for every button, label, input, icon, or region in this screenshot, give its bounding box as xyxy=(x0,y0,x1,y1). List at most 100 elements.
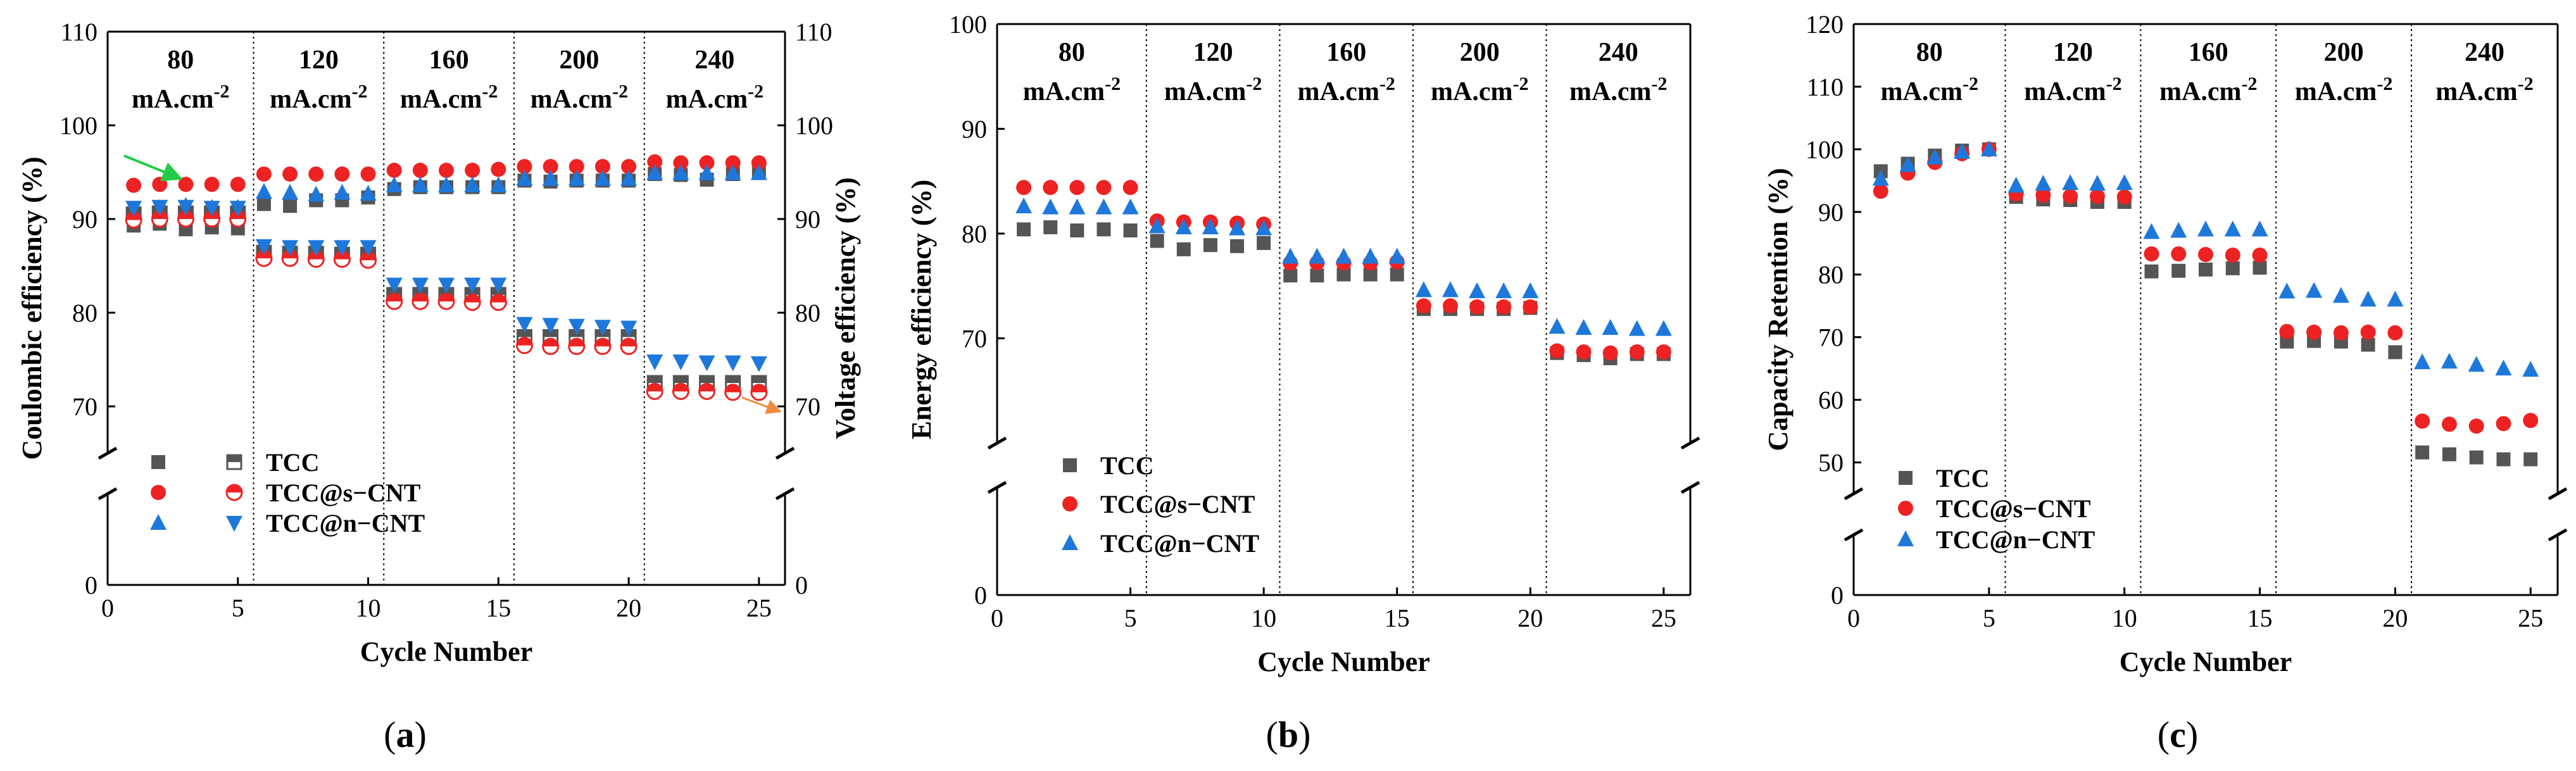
data-point-fill xyxy=(648,376,662,383)
data-point xyxy=(2225,248,2240,263)
data-point xyxy=(2523,413,2539,429)
data-point xyxy=(1363,267,1378,282)
data-point xyxy=(1576,344,1592,360)
panel-label-close: ) xyxy=(415,714,427,755)
data-point-fill xyxy=(725,384,741,392)
data-point xyxy=(594,170,611,186)
data-point xyxy=(1202,218,1219,235)
legend-marker xyxy=(1063,458,1077,472)
y-tick-label: 0 xyxy=(85,571,97,599)
panel-a: 80mA.cm-2120mA.cm-2160mA.cm-2200mA.cm-22… xyxy=(16,18,861,755)
data-point xyxy=(1442,298,1458,314)
rate-unit: mA.cm xyxy=(1431,77,1512,106)
data-point xyxy=(542,318,559,334)
data-point xyxy=(126,177,142,193)
data-point xyxy=(2332,287,2349,303)
data-point-fill xyxy=(412,294,428,302)
data-point xyxy=(724,384,742,401)
rate-unit-superscript: -2 xyxy=(1513,73,1529,94)
data-point xyxy=(439,163,454,179)
data-point xyxy=(2388,345,2403,360)
y-tick-label: 70 xyxy=(1818,323,1844,352)
data-point xyxy=(1043,180,1059,196)
data-point-fill xyxy=(517,330,532,337)
data-point xyxy=(1257,235,1271,250)
rate-unit: mA.cm xyxy=(2024,77,2106,106)
y-tick-label: 0 xyxy=(1831,581,1844,610)
rate-unit-label: mA.cm-2 xyxy=(531,81,628,114)
axis-break-mark xyxy=(2548,528,2568,542)
data-point-fill xyxy=(751,376,766,383)
data-point xyxy=(1282,248,1299,264)
data-point xyxy=(568,170,585,186)
series-coulombic-efficiency-2 xyxy=(125,164,767,218)
data-point-fill xyxy=(751,384,767,392)
series-1 xyxy=(1873,141,2539,434)
data-point xyxy=(438,176,455,192)
data-point xyxy=(1899,156,1916,172)
rate-unit-superscript: -2 xyxy=(1246,73,1262,94)
rate-unit-superscript: -2 xyxy=(352,81,368,102)
y-tick-label: 120 xyxy=(1806,10,1844,39)
x-tick-label: 10 xyxy=(356,594,381,622)
x-axis-title: Cycle Number xyxy=(360,636,533,667)
data-point xyxy=(1309,248,1326,264)
y-tick-label: 50 xyxy=(1818,449,1844,477)
annotation-arrow-left xyxy=(123,154,183,182)
rate-unit-superscript: -2 xyxy=(2242,73,2258,94)
panel-label: (a) xyxy=(384,714,427,755)
data-point xyxy=(360,166,376,182)
legend-label: TCC xyxy=(1100,451,1153,480)
rate-unit-label: mA.cm-2 xyxy=(270,81,367,114)
x-tick-label: 20 xyxy=(2382,604,2408,632)
rate-unit-label: mA.cm-2 xyxy=(666,81,763,114)
rate-unit-label: mA.cm-2 xyxy=(400,81,498,114)
series-0 xyxy=(1873,142,2538,467)
data-point xyxy=(1310,268,1324,283)
data-point xyxy=(2415,445,2430,460)
data-point xyxy=(308,185,325,202)
data-point xyxy=(177,199,194,216)
data-point xyxy=(2359,291,2377,307)
rate-unit: mA.cm xyxy=(270,85,351,114)
rate-unit: mA.cm xyxy=(666,85,748,114)
data-point xyxy=(2144,264,2159,279)
data-point xyxy=(2089,175,2106,191)
rate-unit: mA.cm xyxy=(2159,77,2241,106)
x-axis-title: Cycle Number xyxy=(1257,646,1430,677)
data-point xyxy=(1122,198,1139,215)
rate-unit-superscript: -2 xyxy=(2377,73,2392,94)
x-axis-title: Cycle Number xyxy=(2120,646,2292,677)
legend-marker xyxy=(151,485,166,500)
data-point xyxy=(1390,267,1404,282)
data-point xyxy=(2306,282,2323,298)
data-point xyxy=(620,170,638,186)
data-point-fill xyxy=(674,376,688,383)
rate-unit-label: mA.cm-2 xyxy=(2435,73,2533,106)
rate-unit-label: mA.cm-2 xyxy=(2024,73,2121,106)
rate-unit: mA.cm xyxy=(132,85,213,114)
data-point xyxy=(490,277,507,294)
y-tick-label: 90 xyxy=(1818,198,1844,227)
data-point xyxy=(1496,299,1512,315)
data-point xyxy=(2469,450,2484,465)
plot-frame xyxy=(1844,23,2568,596)
data-point xyxy=(2468,418,2484,434)
data-point xyxy=(1122,180,1138,196)
data-point-fill xyxy=(621,339,637,347)
y-tick-label: 90 xyxy=(962,115,987,144)
rate-unit-superscript: -2 xyxy=(482,81,498,102)
data-point xyxy=(256,197,271,211)
rate-unit: mA.cm xyxy=(400,85,482,114)
data-point xyxy=(463,294,481,311)
data-point xyxy=(594,159,610,175)
data-point xyxy=(2441,353,2458,369)
data-point xyxy=(620,320,638,337)
y-tick-label: 100 xyxy=(1806,135,1844,164)
data-point xyxy=(438,277,455,294)
data-point xyxy=(1096,222,1111,237)
y-axis-title: Capacity Retention (%) xyxy=(1762,168,1794,451)
axis-break-mark xyxy=(2548,487,2568,501)
data-point xyxy=(255,183,272,199)
